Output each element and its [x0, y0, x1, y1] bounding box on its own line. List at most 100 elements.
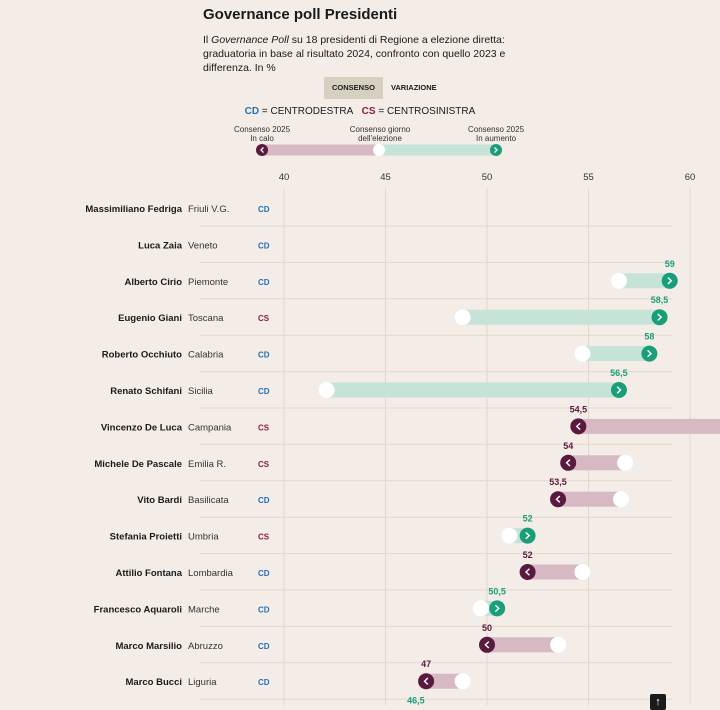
row-party: CD: [258, 205, 270, 214]
row-name: Michele De Pascale: [94, 459, 182, 470]
current-dot: [418, 673, 435, 690]
row-name: Francesco Aquaroli: [94, 604, 182, 615]
x-tick-label: 60: [685, 172, 696, 183]
election-dot: [617, 454, 634, 471]
row-region: Liguria: [188, 677, 217, 688]
row-party: CD: [258, 605, 270, 614]
chart-row: Renato Schifani Sicilia CD 56,5: [110, 368, 672, 409]
value-label: 50,5: [488, 586, 506, 596]
election-dot: [612, 491, 629, 508]
x-tick-label: 45: [380, 172, 391, 183]
chevron-left-icon: [484, 641, 490, 649]
row-name: Alberto Cirio: [124, 277, 182, 288]
chart-row: Stefania Proietti Umbria CS 52: [110, 514, 672, 555]
row-region: Marche: [188, 604, 220, 615]
key-bar-down: [262, 144, 379, 156]
chart-row: Francesco Aquaroli Marche CD 50,5: [94, 586, 672, 627]
row-region: Toscana: [188, 313, 224, 324]
current-dot: [651, 309, 668, 326]
row-region: Sicilia: [188, 386, 214, 397]
value-label: 47: [421, 659, 431, 669]
row-party: CD: [258, 642, 270, 651]
value-label: 50: [482, 623, 492, 633]
current-dot: [560, 454, 577, 471]
chart-row: Marco Bucci Liguria CD 47: [126, 659, 672, 700]
row-range-bar: [578, 418, 720, 434]
row-name: Renato Schifani: [110, 386, 182, 397]
scroll-top-button[interactable]: ↑: [650, 694, 666, 710]
value-label: 59: [665, 259, 675, 269]
value-label: 54: [563, 441, 573, 451]
value-label: 54,5: [570, 404, 588, 414]
chevron-left-icon: [555, 495, 561, 503]
row-region: Umbria: [188, 532, 219, 543]
chart-row: Roberto Occhiuto Calabria CD 58: [102, 332, 672, 373]
chevron-left-icon: [575, 422, 581, 431]
row-range-bar: [527, 564, 583, 580]
row-party: CD: [258, 241, 270, 250]
chevron-right-icon: [647, 349, 653, 358]
row-region: Emilia R.: [188, 459, 226, 470]
row-name: Marco Bucci: [126, 677, 183, 688]
row-party: CD: [258, 351, 270, 360]
chevron-right-icon: [525, 531, 531, 540]
cd-code: CD: [244, 106, 260, 117]
key-label-up: Consenso 2025 In aumento: [467, 125, 525, 143]
election-dot: [318, 382, 335, 398]
view-tabs: CONSENSO VARIAZIONE: [324, 77, 445, 99]
row-name: Massimiliano Fedriga: [85, 204, 182, 215]
election-dot: [501, 527, 518, 544]
key-bar-up: [379, 144, 496, 156]
chart-row: Attilio Fontana Lombardia CD 52: [116, 550, 672, 591]
chart-row: Marco Marsilio Abruzzo CD 50: [115, 623, 672, 664]
row-region: Calabria: [188, 350, 224, 361]
current-dot: [519, 527, 536, 544]
chevron-right-icon: [494, 604, 500, 613]
page-subtitle: Il Governance Poll su 18 presidenti di R…: [203, 34, 506, 74]
value-label: 58,5: [651, 295, 669, 305]
x-tick-label: 50: [482, 172, 493, 183]
current-dot: [489, 600, 506, 617]
next-row-value-label: 46,5: [407, 696, 425, 705]
chart-row: Eugenio Giani Toscana CS 58,5: [118, 295, 672, 336]
key-label-down: Consenso 2025 In calo: [233, 125, 291, 143]
tab-variazione[interactable]: VARIAZIONE: [390, 83, 437, 92]
row-party: CS: [258, 533, 270, 542]
row-range-bar: [487, 637, 559, 653]
row-range-bar: [326, 382, 619, 398]
value-label: 58: [644, 332, 654, 342]
row-name: Roberto Occhiuto: [102, 350, 182, 361]
row-range-bar: [426, 673, 463, 689]
row-region: Veneto: [188, 240, 218, 251]
row-name: Vito Bardi: [137, 495, 182, 506]
row-range-bar: [618, 273, 670, 289]
chart-row: Vincenzo De Luca Campania CS 54,5: [101, 404, 720, 445]
x-tick-labels: 4045505560657075: [279, 172, 696, 183]
key-dot-up: [490, 144, 502, 156]
row-name: Luca Zaia: [138, 240, 183, 251]
current-dot: [570, 418, 587, 435]
row-name: Marco Marsilio: [115, 641, 182, 652]
row-party: CS: [258, 314, 270, 323]
row-party: CD: [258, 678, 270, 687]
tab-consenso[interactable]: CONSENSO: [324, 77, 383, 99]
chevron-right-icon: [616, 386, 622, 394]
current-dot: [661, 272, 678, 289]
current-dot: [519, 564, 536, 580]
election-dot: [472, 600, 489, 617]
current-dot: [550, 491, 567, 508]
page-title: Governance poll Presidenti: [203, 6, 398, 23]
row-range-bar: [568, 455, 626, 471]
row-name: Vincenzo De Luca: [101, 422, 183, 433]
chart-row: Luca ZaiaVenetoCD66: [138, 240, 672, 263]
row-party: CD: [258, 496, 270, 505]
election-dot: [574, 564, 591, 580]
cs-text: = CENTROSINISTRA: [375, 106, 476, 117]
row-name: Attilio Fontana: [116, 568, 183, 579]
chevron-left-icon: [423, 677, 429, 685]
key-chevron-left-icon: [260, 147, 264, 153]
chevron-left-icon: [565, 459, 571, 467]
election-dot: [454, 309, 471, 326]
cd-text: = CENTRODESTRA: [259, 106, 354, 117]
